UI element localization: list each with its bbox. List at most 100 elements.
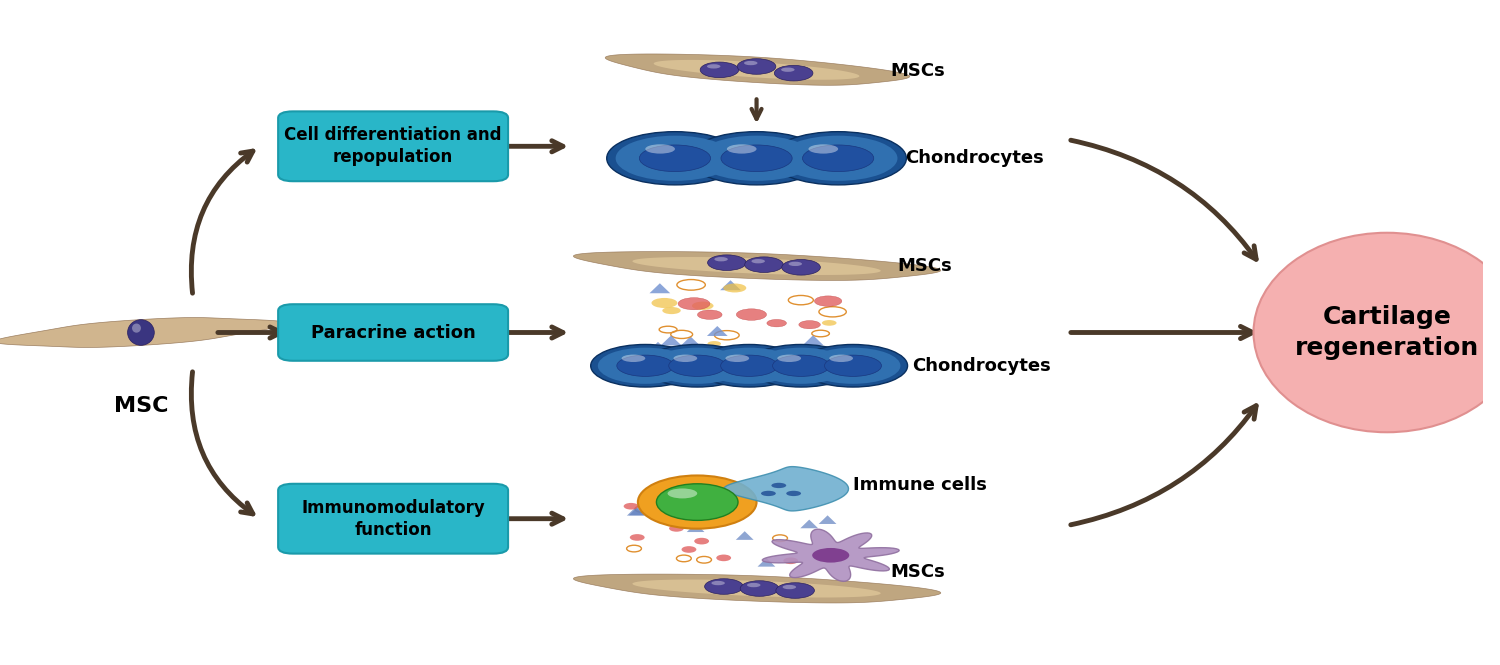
Ellipse shape xyxy=(760,491,776,496)
Ellipse shape xyxy=(822,320,837,326)
Ellipse shape xyxy=(782,68,795,72)
Polygon shape xyxy=(0,318,288,347)
Ellipse shape xyxy=(778,136,897,181)
Ellipse shape xyxy=(128,320,154,345)
Ellipse shape xyxy=(825,355,882,376)
Ellipse shape xyxy=(736,309,766,321)
Ellipse shape xyxy=(802,145,873,172)
Ellipse shape xyxy=(771,483,786,488)
Text: Immune cells: Immune cells xyxy=(853,476,987,495)
Polygon shape xyxy=(633,579,880,598)
Ellipse shape xyxy=(812,548,849,563)
Ellipse shape xyxy=(747,583,760,587)
Ellipse shape xyxy=(640,349,668,359)
Ellipse shape xyxy=(591,344,700,387)
Ellipse shape xyxy=(786,491,801,496)
Ellipse shape xyxy=(744,61,758,65)
Ellipse shape xyxy=(638,475,756,529)
Polygon shape xyxy=(650,283,670,293)
Ellipse shape xyxy=(740,581,778,597)
Ellipse shape xyxy=(726,354,748,362)
Text: Immunomodulatory
function: Immunomodulatory function xyxy=(302,499,484,539)
Ellipse shape xyxy=(717,555,730,561)
Ellipse shape xyxy=(815,296,842,307)
Ellipse shape xyxy=(714,257,728,261)
Text: MSC: MSC xyxy=(114,396,168,416)
Ellipse shape xyxy=(694,344,804,387)
Ellipse shape xyxy=(606,132,742,185)
Polygon shape xyxy=(706,326,728,336)
Polygon shape xyxy=(654,60,860,80)
Polygon shape xyxy=(573,574,940,603)
FancyBboxPatch shape xyxy=(278,111,508,181)
Ellipse shape xyxy=(624,503,639,509)
Ellipse shape xyxy=(669,355,726,376)
Polygon shape xyxy=(680,336,700,346)
Ellipse shape xyxy=(668,488,698,499)
Ellipse shape xyxy=(772,355,830,376)
Ellipse shape xyxy=(830,354,854,362)
Ellipse shape xyxy=(688,132,825,185)
Polygon shape xyxy=(633,257,880,275)
Ellipse shape xyxy=(766,319,786,327)
Ellipse shape xyxy=(774,65,813,81)
Polygon shape xyxy=(736,531,753,540)
Text: Chondrocytes: Chondrocytes xyxy=(904,149,1044,168)
Ellipse shape xyxy=(728,144,756,154)
Ellipse shape xyxy=(720,355,777,376)
Ellipse shape xyxy=(681,546,696,553)
Ellipse shape xyxy=(798,344,907,387)
Polygon shape xyxy=(573,251,940,281)
Ellipse shape xyxy=(639,145,711,172)
Polygon shape xyxy=(648,342,669,352)
Ellipse shape xyxy=(783,557,798,564)
Ellipse shape xyxy=(738,59,776,74)
Ellipse shape xyxy=(678,298,710,310)
Ellipse shape xyxy=(706,65,720,68)
Text: MSCs: MSCs xyxy=(890,62,945,80)
Ellipse shape xyxy=(694,538,709,545)
Polygon shape xyxy=(765,346,786,356)
Ellipse shape xyxy=(770,132,906,185)
Polygon shape xyxy=(802,335,824,345)
Ellipse shape xyxy=(621,354,645,362)
Polygon shape xyxy=(627,507,645,515)
Ellipse shape xyxy=(674,354,698,362)
Ellipse shape xyxy=(700,62,740,78)
Ellipse shape xyxy=(630,534,645,541)
Ellipse shape xyxy=(729,348,764,361)
Ellipse shape xyxy=(663,307,681,314)
Ellipse shape xyxy=(777,354,801,362)
Ellipse shape xyxy=(1254,233,1500,432)
Polygon shape xyxy=(628,507,646,515)
Ellipse shape xyxy=(651,298,678,308)
Ellipse shape xyxy=(132,324,141,332)
Ellipse shape xyxy=(708,341,722,346)
Ellipse shape xyxy=(657,484,738,520)
Ellipse shape xyxy=(783,585,796,589)
Ellipse shape xyxy=(698,310,721,319)
Polygon shape xyxy=(758,558,776,567)
Text: Cell differentiation and
repopulation: Cell differentiation and repopulation xyxy=(285,126,502,166)
FancyBboxPatch shape xyxy=(278,484,508,553)
Text: Chondrocytes: Chondrocytes xyxy=(912,356,1052,375)
Text: MSCs: MSCs xyxy=(890,563,945,581)
Text: Paracrine action: Paracrine action xyxy=(310,323,476,342)
Ellipse shape xyxy=(776,583,814,598)
Polygon shape xyxy=(801,519,818,528)
Ellipse shape xyxy=(711,581,724,585)
Ellipse shape xyxy=(702,348,796,384)
Ellipse shape xyxy=(752,259,765,263)
Ellipse shape xyxy=(645,144,675,154)
Polygon shape xyxy=(724,467,849,511)
Ellipse shape xyxy=(650,348,744,384)
Ellipse shape xyxy=(598,348,693,384)
Ellipse shape xyxy=(744,257,783,273)
Ellipse shape xyxy=(616,355,674,376)
Ellipse shape xyxy=(800,321,820,329)
Ellipse shape xyxy=(753,348,849,384)
Text: Cartilage
regeneration: Cartilage regeneration xyxy=(1294,305,1479,360)
Polygon shape xyxy=(660,335,681,345)
Ellipse shape xyxy=(722,145,792,172)
Polygon shape xyxy=(819,515,837,524)
